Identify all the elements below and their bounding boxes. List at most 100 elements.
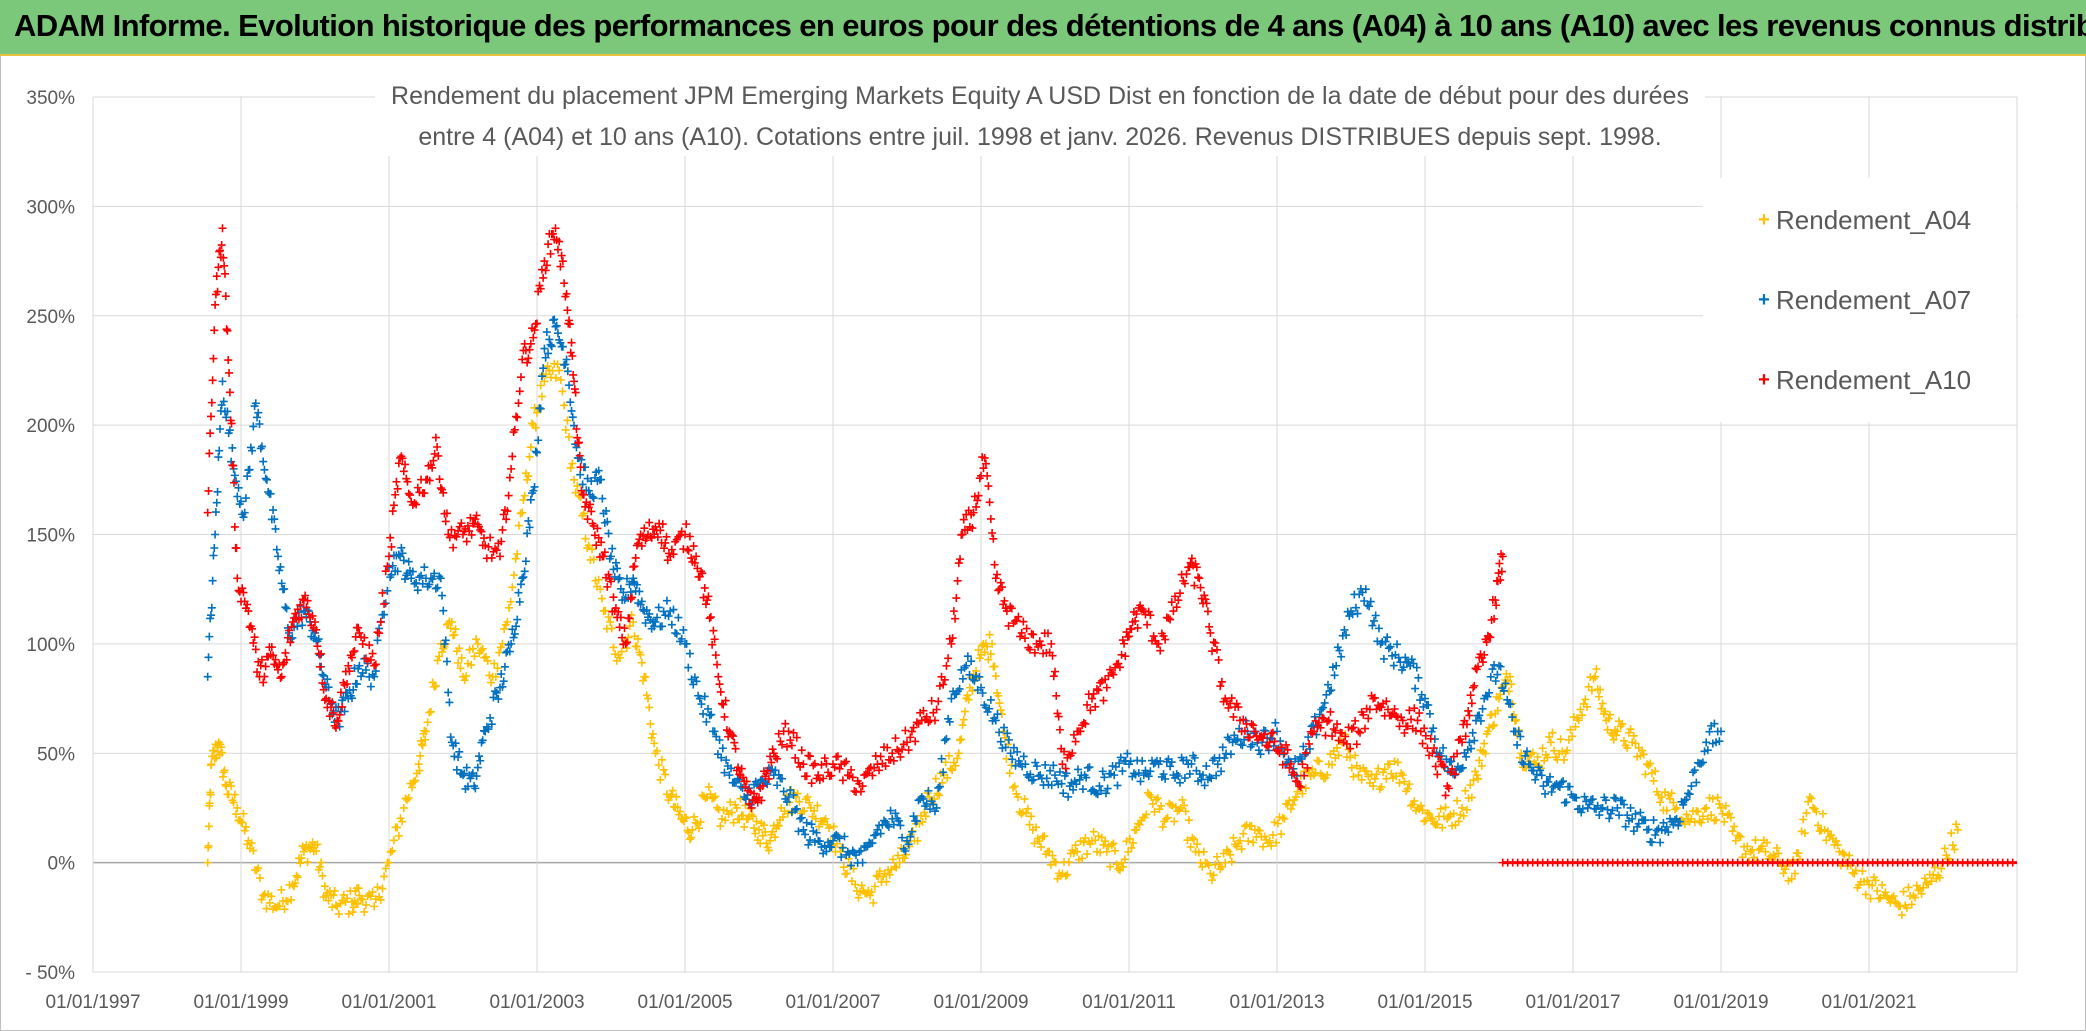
data-point — [894, 816, 903, 825]
data-point — [1202, 762, 1211, 771]
data-point — [1731, 836, 1740, 845]
data-point — [702, 717, 711, 726]
data-point — [1000, 733, 1009, 742]
data-point — [953, 754, 962, 763]
data-point — [1232, 699, 1241, 708]
data-point — [1390, 705, 1399, 714]
data-point — [210, 544, 219, 553]
x-tick-label: 01/01/2009 — [933, 992, 1028, 1013]
data-point — [797, 813, 806, 822]
data-point — [317, 858, 326, 867]
data-point — [601, 606, 610, 615]
data-point — [1277, 744, 1286, 753]
data-point — [932, 803, 941, 812]
data-point — [935, 791, 944, 800]
data-point — [551, 322, 560, 331]
data-point — [1283, 745, 1292, 754]
data-point — [1161, 774, 1170, 783]
data-point — [220, 261, 229, 270]
data-point — [1805, 793, 1814, 801]
data-point — [715, 736, 724, 745]
data-point — [1014, 612, 1023, 621]
data-point — [1314, 757, 1323, 766]
data-point — [1707, 811, 1716, 820]
data-point — [1009, 743, 1018, 752]
data-point — [1194, 848, 1203, 857]
data-point — [1470, 736, 1479, 745]
data-point — [863, 769, 872, 778]
data-point — [1598, 803, 1607, 812]
data-point — [381, 864, 390, 873]
data-point — [435, 572, 444, 581]
data-point — [286, 638, 295, 647]
data-point — [1163, 813, 1172, 822]
data-point — [1079, 838, 1088, 847]
data-point — [634, 634, 643, 643]
data-point — [588, 545, 597, 554]
data-point — [1064, 792, 1073, 801]
data-point — [904, 840, 913, 849]
data-point — [838, 776, 847, 785]
data-point — [442, 509, 451, 518]
data-point — [645, 609, 654, 618]
data-point — [1669, 820, 1678, 829]
data-point — [1004, 621, 1013, 630]
data-point — [876, 829, 885, 838]
data-point — [232, 810, 241, 819]
data-point — [1861, 890, 1870, 899]
data-point — [1117, 650, 1126, 659]
data-point — [272, 545, 281, 554]
data-point — [604, 612, 613, 621]
data-point — [1428, 749, 1437, 758]
data-point — [1259, 734, 1268, 743]
data-point — [597, 594, 606, 603]
data-point — [1618, 719, 1627, 728]
data-point — [378, 884, 387, 893]
data-point — [556, 376, 565, 385]
data-point — [689, 542, 698, 551]
data-point — [399, 467, 408, 476]
data-point — [506, 597, 515, 606]
data-point — [1580, 792, 1589, 801]
data-point — [623, 638, 632, 647]
data-point — [403, 795, 412, 804]
data-point — [1496, 662, 1505, 671]
data-point — [579, 490, 588, 499]
data-point — [471, 784, 480, 793]
data-point — [1245, 733, 1254, 742]
data-point — [456, 664, 465, 673]
data-point — [282, 655, 291, 664]
data-point — [959, 515, 968, 524]
data-point — [1213, 760, 1222, 769]
y-tick-label: 300% — [26, 197, 75, 218]
data-point — [502, 648, 511, 657]
data-point — [1031, 758, 1040, 767]
data-point — [1818, 809, 1827, 818]
data-point — [1278, 760, 1287, 769]
data-point — [672, 629, 681, 638]
data-point — [797, 746, 806, 755]
data-point — [1845, 851, 1854, 860]
data-point — [215, 247, 224, 256]
data-point — [1200, 781, 1209, 790]
data-point — [1427, 727, 1436, 736]
data-point — [784, 727, 793, 736]
data-point — [541, 266, 550, 275]
data-point — [516, 509, 525, 518]
data-point — [1610, 793, 1619, 802]
data-point — [1644, 825, 1653, 834]
data-point — [455, 747, 464, 756]
data-point — [418, 741, 427, 750]
data-point — [737, 764, 746, 773]
data-point — [742, 777, 751, 786]
data-point — [706, 612, 715, 621]
data-point — [291, 609, 300, 618]
data-point — [583, 515, 592, 524]
data-point — [2008, 858, 2017, 867]
data-point — [963, 691, 972, 700]
data-point — [727, 731, 736, 740]
data-point — [415, 766, 424, 775]
data-point — [1657, 793, 1666, 801]
data-point — [1049, 672, 1058, 681]
data-point — [404, 489, 413, 498]
